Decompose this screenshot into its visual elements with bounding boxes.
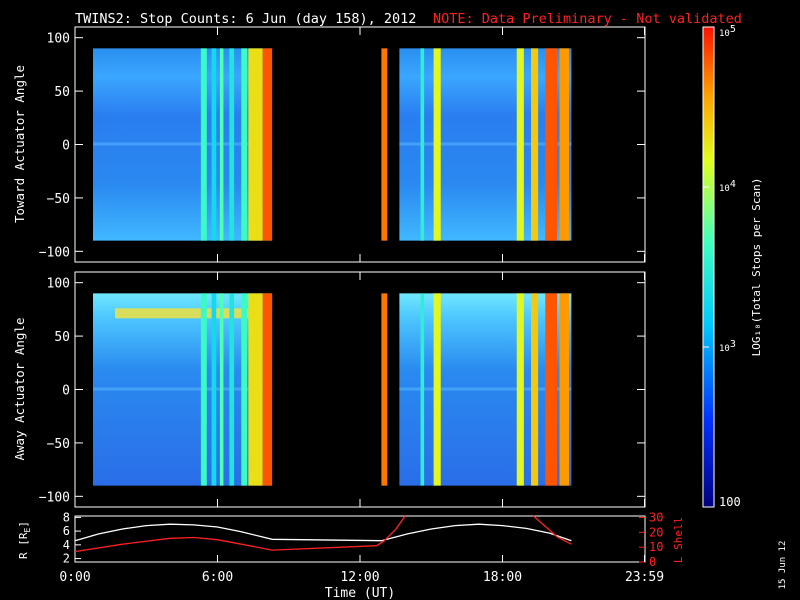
intensity-band-8 bbox=[420, 48, 425, 241]
away-heatmap bbox=[93, 293, 572, 486]
preliminary-note: NOTE: Data Preliminary - Not validated bbox=[433, 11, 742, 27]
y-tick-label-0: 100 bbox=[47, 277, 70, 292]
intensity-band-9 bbox=[433, 48, 441, 241]
intensity-band-8 bbox=[420, 293, 425, 486]
r-tick-label-3: 2 bbox=[63, 552, 70, 566]
intensity-band-7 bbox=[381, 293, 388, 486]
r-tick-label-2: 4 bbox=[63, 538, 70, 552]
y-tick-label-1: 50 bbox=[54, 330, 70, 345]
series-line-2-lshell bbox=[532, 515, 572, 545]
time-tick-label-1: 6:00 bbox=[202, 570, 233, 585]
figure-title: TWINS2: Stop Counts: 6 Jun (day 158), 20… bbox=[75, 11, 416, 27]
l-tick-label-2: 10 bbox=[649, 540, 663, 554]
intensity-band-3 bbox=[229, 48, 235, 241]
away-ylabel: Away Actuator Angle bbox=[12, 318, 27, 461]
intensity-band-7 bbox=[381, 48, 388, 241]
series-line-1-lshell bbox=[74, 515, 406, 553]
intensity-band-6 bbox=[262, 48, 273, 241]
intensity-band-5 bbox=[248, 293, 263, 486]
intensity-band-0 bbox=[200, 48, 207, 241]
zero-streak-0 bbox=[93, 142, 273, 146]
colorbar-gradient bbox=[702, 26, 715, 508]
y-tick-label-3: −50 bbox=[47, 437, 70, 452]
y-tick-label-0: 100 bbox=[47, 32, 70, 47]
time-axis-label: Time (UT) bbox=[325, 586, 395, 600]
l-tick-label-3: 0 bbox=[649, 555, 656, 569]
colorbar-label: LOG₁₀(Total Stops per Scan) bbox=[750, 178, 763, 357]
intensity-band-5 bbox=[248, 48, 263, 241]
time-tick-label-4: 23:59 bbox=[625, 570, 664, 585]
y-tick-label-3: −50 bbox=[47, 192, 70, 207]
intensity-band-9 bbox=[433, 293, 441, 486]
panel-away: 100 50 0 −50 −100 Away Actuator Angle bbox=[12, 271, 646, 508]
intensity-band-2 bbox=[219, 293, 224, 486]
zero-streak-0 bbox=[93, 387, 273, 391]
panel-toward: 100 50 0 −50 −100 Toward Actuator Angle bbox=[12, 26, 646, 263]
intensity-band-13 bbox=[559, 293, 569, 486]
y-tick-label-1: 50 bbox=[54, 85, 70, 100]
ephemeris-lines bbox=[74, 515, 572, 553]
toward-ylabel: Toward Actuator Angle bbox=[12, 65, 27, 223]
l-tick-label-0: 30 bbox=[649, 510, 663, 524]
zero-streak-1 bbox=[399, 387, 572, 391]
colorbar-tick-label-2: 103 bbox=[719, 339, 736, 354]
intensity-band-4 bbox=[241, 48, 248, 241]
series-line-0-radius bbox=[74, 523, 572, 542]
intensity-band-2 bbox=[219, 48, 224, 241]
away-ticks: 100 50 0 −50 −100 bbox=[39, 272, 646, 507]
lshell-axis-label: L Shell bbox=[672, 517, 685, 563]
colorbar-tick-label-1: 104 bbox=[719, 179, 736, 194]
intensity-band-3 bbox=[229, 293, 235, 486]
toward-ticks: 100 50 0 −50 −100 bbox=[39, 27, 646, 262]
colorbar-tick-label-3: 100 bbox=[719, 495, 741, 509]
colorbar: 105 104 103 100 LOG₁₀(Total Stops per Scan) bbox=[702, 24, 763, 509]
y-tick-label-2: 0 bbox=[62, 384, 70, 399]
intensity-band-13 bbox=[559, 48, 569, 241]
high-angle-band bbox=[115, 308, 249, 319]
intensity-band-4 bbox=[241, 293, 248, 486]
intensity-band-11 bbox=[531, 293, 539, 486]
intensity-band-11 bbox=[531, 48, 539, 241]
intensity-band-0 bbox=[200, 293, 207, 486]
intensity-band-10 bbox=[516, 293, 524, 486]
intensity-band-10 bbox=[516, 48, 524, 241]
y-tick-label-2: 0 bbox=[62, 139, 70, 154]
toward-heatmap bbox=[93, 48, 572, 241]
l-tick-label-1: 20 bbox=[649, 525, 663, 539]
radius-axis-label: R [RE] bbox=[17, 521, 32, 559]
colorbar-ticks: 105 104 103 100 bbox=[703, 24, 741, 509]
r-tick-label-0: 8 bbox=[63, 510, 70, 524]
y-tick-label-4: −100 bbox=[39, 490, 70, 505]
time-tick-label-0: 0:00 bbox=[59, 570, 90, 585]
r-tick-label-1: 6 bbox=[63, 524, 70, 538]
intensity-band-12 bbox=[545, 293, 558, 486]
intensity-band-12 bbox=[545, 48, 558, 241]
intensity-band-1 bbox=[211, 293, 217, 486]
zero-streak-1 bbox=[399, 142, 572, 146]
time-tick-label-3: 18:00 bbox=[483, 570, 522, 585]
intensity-band-1 bbox=[211, 48, 217, 241]
colorbar-tick-label-0: 105 bbox=[719, 24, 736, 39]
y-tick-label-4: −100 bbox=[39, 245, 70, 260]
intensity-band-6 bbox=[262, 293, 273, 486]
date-stamp: 15 Jun 12 bbox=[778, 541, 788, 590]
time-tick-label-2: 12:00 bbox=[340, 570, 379, 585]
